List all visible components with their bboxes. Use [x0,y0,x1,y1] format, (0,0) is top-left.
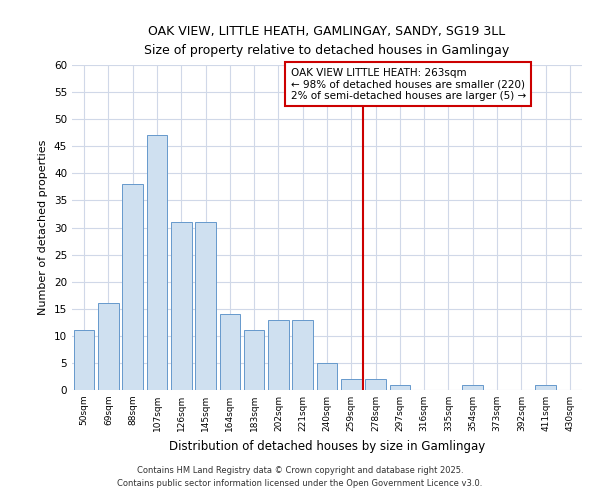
Bar [365,379,386,390]
Bar [98,304,119,390]
Bar [389,384,410,390]
Bar [146,136,167,390]
Bar [463,384,483,390]
Bar [268,320,289,390]
Bar [74,330,94,390]
Text: Contains HM Land Registry data © Crown copyright and database right 2025.
Contai: Contains HM Land Registry data © Crown c… [118,466,482,487]
Bar [122,184,143,390]
X-axis label: Distribution of detached houses by size in Gamlingay: Distribution of detached houses by size … [169,440,485,452]
Y-axis label: Number of detached properties: Number of detached properties [38,140,49,315]
Bar [535,384,556,390]
Text: OAK VIEW LITTLE HEATH: 263sqm
← 98% of detached houses are smaller (220)
2% of s: OAK VIEW LITTLE HEATH: 263sqm ← 98% of d… [290,68,526,101]
Bar [317,363,337,390]
Title: OAK VIEW, LITTLE HEATH, GAMLINGAY, SANDY, SG19 3LL
Size of property relative to : OAK VIEW, LITTLE HEATH, GAMLINGAY, SANDY… [145,25,509,57]
Bar [195,222,216,390]
Bar [171,222,191,390]
Bar [220,314,240,390]
Bar [292,320,313,390]
Bar [244,330,265,390]
Bar [341,379,362,390]
